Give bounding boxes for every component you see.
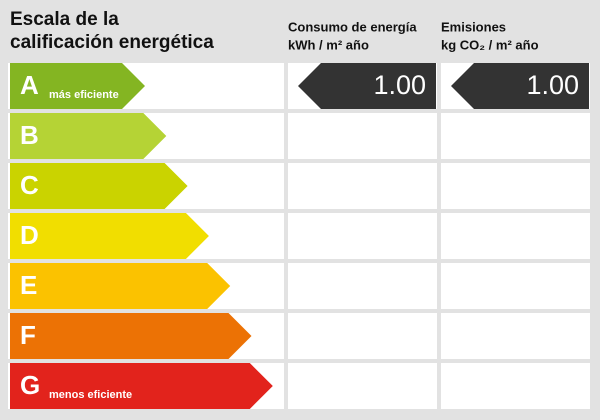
value-cell: [288, 113, 437, 159]
value-cell: [288, 313, 437, 359]
rating-arrow: [10, 363, 273, 409]
value-cell: [441, 163, 590, 209]
indicator-value: 1.00: [526, 70, 579, 100]
value-cell: [288, 163, 437, 209]
rating-letter: D: [20, 220, 39, 250]
title-line: Escala de la: [10, 9, 119, 30]
rating-letter: A: [20, 70, 39, 100]
value-indicator: [298, 63, 436, 109]
column-unit: kg CO₂ / m² año: [441, 37, 539, 52]
value-indicator: [451, 63, 589, 109]
rating-note: menos eficiente: [49, 389, 132, 401]
value-cell: [441, 263, 590, 309]
rating-letter: G: [20, 370, 40, 400]
rating-arrow: [10, 63, 145, 109]
rating-arrow: [10, 313, 252, 359]
rating-arrow: [10, 213, 209, 259]
value-cell: [441, 113, 590, 159]
rating-arrow: [10, 163, 188, 209]
value-cell: [441, 213, 590, 259]
rating-arrow: [10, 263, 231, 309]
value-cell: [288, 213, 437, 259]
title-line: calificación energética: [10, 32, 214, 53]
rating-letter: E: [20, 270, 37, 300]
rating-arrow: [10, 113, 167, 159]
value-cell: [441, 363, 590, 409]
indicator-value: 1.00: [373, 70, 426, 100]
rating-letter: C: [20, 170, 39, 200]
column-header: Consumo de energía: [288, 19, 417, 34]
rating-note: más eficiente: [49, 89, 119, 101]
rating-letter: F: [20, 320, 36, 350]
column-header: Emisiones: [441, 19, 506, 34]
rating-letter: B: [20, 120, 39, 150]
value-cell: [441, 313, 590, 359]
value-cell: [288, 363, 437, 409]
column-unit: kWh / m² año: [288, 37, 369, 52]
value-cell: [288, 263, 437, 309]
